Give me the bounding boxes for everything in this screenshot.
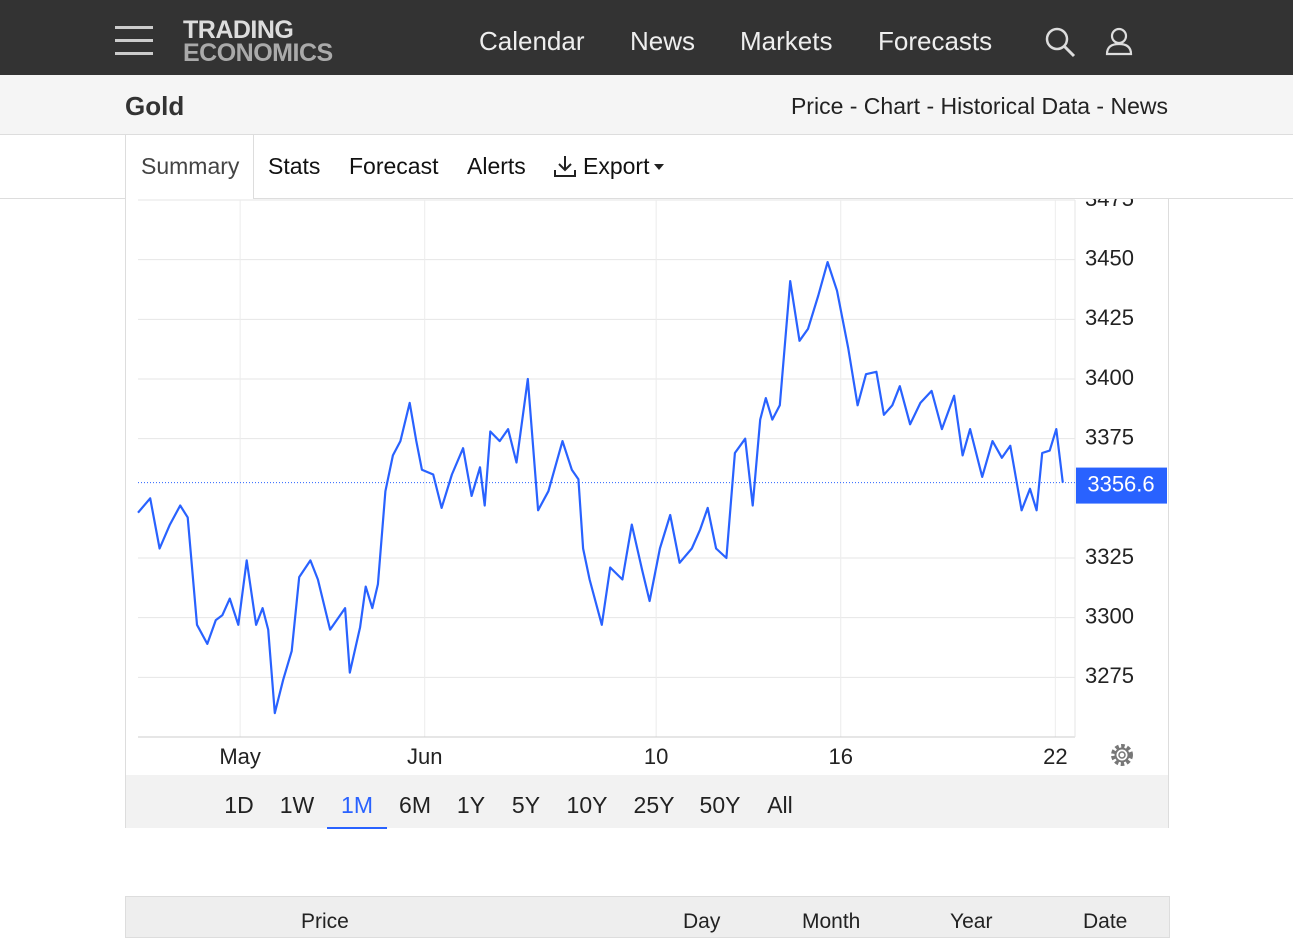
y-tick-label: 3300 <box>1085 603 1134 628</box>
logo-line: TRADING <box>183 16 294 44</box>
column-header: Date <box>1083 910 1128 933</box>
range-button[interactable]: 1M <box>327 792 387 829</box>
search-icon[interactable] <box>1045 27 1077 59</box>
active-tab-bg <box>125 135 254 199</box>
column-header: Month <box>802 910 861 933</box>
nav-link[interactable]: Calendar <box>479 26 585 56</box>
nav-link[interactable]: Markets <box>740 26 833 56</box>
range-button[interactable]: 50Y <box>699 792 741 818</box>
tab[interactable]: Export <box>583 153 650 179</box>
download-icon[interactable] <box>553 154 579 180</box>
range-button[interactable]: 1W <box>279 792 315 818</box>
range-button[interactable]: 10Y <box>566 792 608 818</box>
page-title: Gold <box>125 91 185 121</box>
menu-icon[interactable] <box>115 26 155 56</box>
range-bar <box>126 775 1168 828</box>
column-header: Day <box>683 910 721 933</box>
sub-header: Gold Price - Chart - Historical Data - N… <box>0 75 1293 135</box>
x-tick-label: 10 <box>644 744 668 769</box>
x-tick-label: 22 <box>1043 744 1067 769</box>
settings-icon[interactable] <box>1111 744 1133 766</box>
logo-line: ECONOMICS <box>183 39 333 67</box>
x-tick-label: 16 <box>829 744 853 769</box>
range-button[interactable]: All <box>767 792 793 818</box>
x-tick-label: May <box>219 744 261 769</box>
top-bar: TRADING ECONOMICS Calendar News Markets … <box>0 0 1293 75</box>
y-tick-label: 3375 <box>1085 424 1134 449</box>
range-button[interactable]: 5Y <box>511 792 541 818</box>
price-line <box>137 261 1064 715</box>
tab[interactable]: Forecast <box>349 153 439 179</box>
x-tick-label: Jun <box>407 744 442 769</box>
chart: 3275 3300 3325 3375 3400 3425 3450 3475 May Jun 10… <box>137 199 1167 769</box>
y-tick-label: 3475 <box>1085 199 1134 211</box>
tab[interactable]: Stats <box>268 153 321 179</box>
range-button[interactable]: 1Y <box>456 792 486 818</box>
logo[interactable]: TRADING ECONOMICS <box>183 16 333 67</box>
tab[interactable]: Summary <box>141 153 240 179</box>
column-header: Year <box>950 910 993 933</box>
y-tick-label: 3450 <box>1085 245 1134 270</box>
y-tick-label: 3325 <box>1085 544 1134 569</box>
sub-nav[interactable]: Price - Chart - Historical Data - News <box>790 93 1168 119</box>
last-price-box <box>1076 467 1167 504</box>
tab[interactable]: Alerts <box>467 153 526 179</box>
caret <box>654 164 664 170</box>
nav-link[interactable]: News <box>630 26 696 56</box>
range-button[interactable]: 25Y <box>633 792 675 818</box>
tabs-row <box>0 135 1293 199</box>
nav-link[interactable]: Forecasts <box>878 26 993 56</box>
table-header <box>125 896 1170 938</box>
range-button[interactable]: 1D <box>224 792 254 818</box>
y-tick-label: 3275 <box>1085 663 1134 688</box>
column-header: Price <box>301 910 349 933</box>
last-price-label: 3356.6 <box>1087 471 1154 496</box>
y-tick-label: 3400 <box>1085 365 1134 390</box>
range-button[interactable]: 6M <box>399 792 431 818</box>
user-icon[interactable] <box>1105 27 1135 57</box>
y-tick-label: 3425 <box>1085 305 1134 330</box>
